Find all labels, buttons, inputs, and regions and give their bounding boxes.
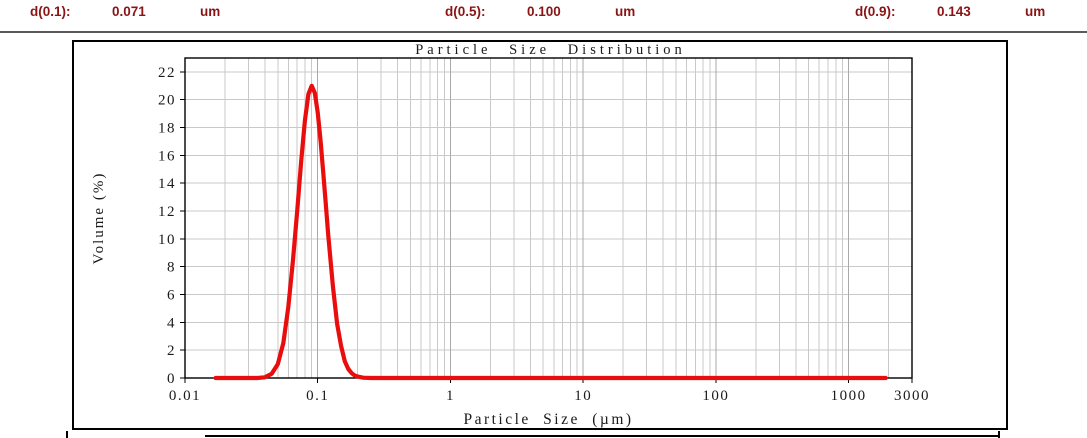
y-tick-label: 6 (167, 288, 176, 304)
y-tick-label: 2 (167, 343, 176, 359)
next-section-right-tick (998, 431, 1000, 438)
volume-distribution-curve (213, 83, 888, 381)
d10-value: 0.071 (112, 4, 146, 19)
y-tick-label: 18 (158, 121, 176, 137)
y-tick-label: 4 (167, 315, 176, 331)
y-tick-label: 10 (158, 232, 176, 248)
d90-label: d(0.9): (855, 4, 896, 19)
d50-unit: um (615, 4, 636, 19)
d50-value: 0.100 (527, 4, 561, 19)
y-tick-label: 20 (158, 93, 176, 109)
particle-size-distribution-chart: 0 2 4 6 8 10 12 14 16 18 20 22 0.01 0.1 1 10 100 1000 3000… (91, 57, 930, 428)
x-tick-label: 100 (702, 388, 729, 404)
x-tick-label: 10 (574, 388, 592, 404)
y-tick-label: 14 (158, 176, 176, 192)
chart-title: Particle Size Distribution (415, 42, 686, 58)
x-tick-label: 3000 (894, 388, 930, 404)
y-tick-label: 16 (158, 148, 176, 164)
d50-readout: d(0.5): 0.100 um (445, 4, 685, 22)
x-tick-label: 0.01 (169, 388, 201, 404)
x-axis-label: Particle Size (µm) (463, 411, 633, 428)
x-tick-label: 1 (446, 388, 455, 404)
plot-border (184, 57, 913, 379)
d90-value: 0.143 (937, 4, 971, 19)
d-values-header: d(0.1): 0.071 um d(0.5): 0.100 um d(0.9)… (0, 2, 1087, 28)
y-tick-label: 8 (167, 260, 176, 276)
d10-label: d(0.1): (30, 4, 71, 19)
y-axis-label: Volume (%) (91, 172, 107, 265)
d50-label: d(0.5): (445, 4, 486, 19)
y-tick-label: 0 (167, 371, 176, 387)
d90-readout: d(0.9): 0.143 um (855, 4, 1087, 22)
header-separator-line (0, 31, 1087, 33)
d10-unit: um (200, 4, 221, 19)
d90-unit: um (1025, 4, 1046, 19)
next-section-left-tick (66, 431, 68, 438)
x-tick-label: 0.1 (306, 388, 329, 404)
y-tick-label: 22 (158, 65, 176, 81)
d10-readout: d(0.1): 0.071 um (30, 4, 270, 22)
chart-frame: Particle Size Distribution 0 2 4 6 8 10 12 14 16… (72, 40, 1008, 430)
y-tick-label: 12 (158, 204, 176, 220)
next-section-top-border (205, 435, 1000, 437)
x-tick-label: 1000 (831, 388, 867, 404)
